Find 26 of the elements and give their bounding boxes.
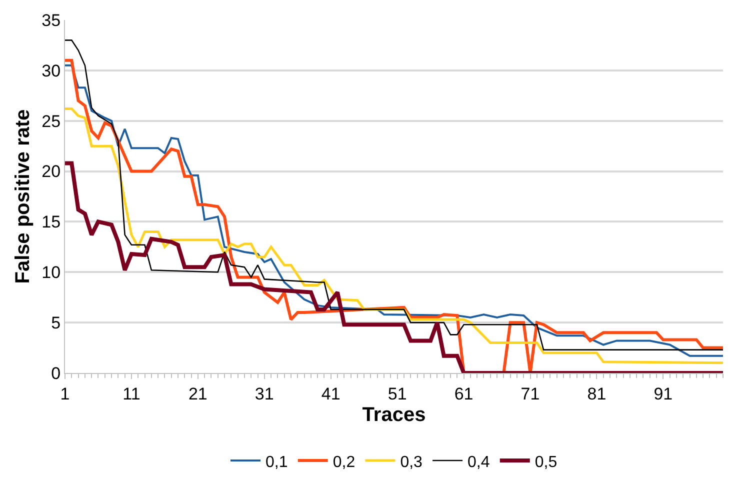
line-series <box>65 108 723 364</box>
y-tick-label: 0 <box>51 364 61 383</box>
x-tick-label: 31 <box>254 384 274 404</box>
y-tick-label: 35 <box>42 10 61 30</box>
legend-label: 0,2 <box>332 454 356 471</box>
x-tick-label: 61 <box>454 384 474 404</box>
x-tick-label: 51 <box>388 384 407 404</box>
y-tick-label: 10 <box>42 263 61 282</box>
x-tick-label: 81 <box>587 384 606 404</box>
y-tick-label: 20 <box>42 162 61 182</box>
x-axis-title: Traces <box>362 404 426 426</box>
legend-label: 0,3 <box>400 454 423 471</box>
x-tick-label: 1 <box>60 384 70 404</box>
y-axis-title: False positive rate <box>12 109 34 284</box>
x-tick-label: 71 <box>520 384 540 404</box>
y-tick-label: 30 <box>42 61 61 80</box>
legend-label: 0,4 <box>468 454 490 471</box>
x-tick-label: 91 <box>654 384 673 404</box>
x-tick-label: 41 <box>321 384 340 404</box>
legend-label: 0,5 <box>534 454 558 471</box>
legend-label: 0,1 <box>266 454 288 471</box>
y-tick-label: 5 <box>51 314 61 333</box>
x-tick-label: 21 <box>188 384 208 404</box>
x-tick-label: 11 <box>122 384 140 404</box>
y-tick-label: 15 <box>42 212 61 232</box>
y-tick-label: 25 <box>42 112 61 131</box>
